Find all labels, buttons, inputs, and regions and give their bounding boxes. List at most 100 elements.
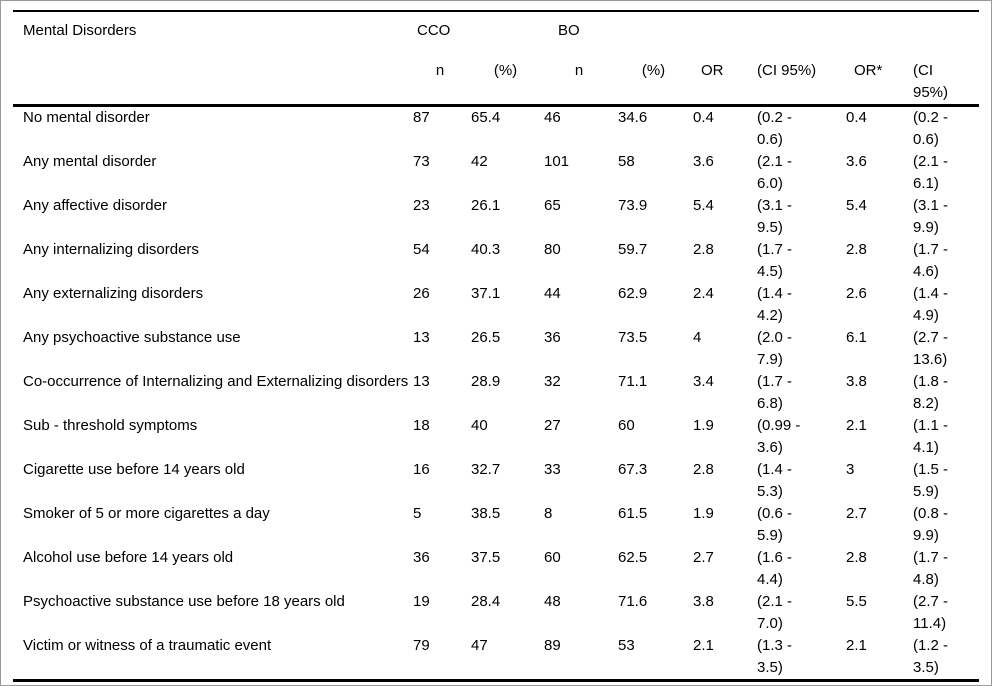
cell-bo-pct: 62.9 (618, 285, 648, 302)
row-label: Any psychoactive substance use (23, 329, 241, 346)
cell-or-adjusted: 3.6 (846, 153, 867, 170)
cell-cco-pct: 37.1 (471, 285, 501, 302)
cell-or-adjusted: 2.8 (846, 549, 867, 566)
cell-or: 5.4 (693, 197, 714, 214)
cell-ci95: (0.6 - 5.9) (757, 505, 793, 544)
cell-ci95-adjusted: (1.8 - 8.2) (913, 373, 949, 412)
cell-ci95: (2.0 - 7.9) (757, 329, 793, 368)
header-group-spacer (693, 11, 979, 50)
cell-ci95: (1.7 - 4.5) (757, 241, 793, 280)
cell-ci95-adjusted: (1.1 - 4.1) (913, 417, 949, 456)
cell-bo-pct: 53 (618, 637, 635, 654)
cell-bo-n: 89 (544, 637, 561, 654)
header-or-adjusted: OR* (846, 50, 913, 107)
cell-or: 1.9 (693, 417, 714, 434)
cell-cco-n: 54 (413, 241, 430, 258)
header-sub-row: n (%) n (%) OR (CI 95%) OR* (CI 95%) (13, 50, 979, 107)
cell-cco-n: 36 (413, 549, 430, 566)
cell-or: 2.8 (693, 241, 714, 258)
mental-disorders-table: Mental Disorders CCO BO n (%) n (%) OR (… (13, 10, 979, 682)
row-label: Psychoactive substance use before 18 yea… (23, 593, 345, 610)
cell-cco-pct: 26.1 (471, 197, 501, 214)
cell-cco-n: 23 (413, 197, 430, 214)
cell-or-adjusted: 2.6 (846, 285, 867, 302)
table-row: Psychoactive substance use before 18 yea… (13, 591, 979, 635)
header-cco-n: n (413, 50, 471, 107)
row-label: Smoker of 5 or more cigarettes a day (23, 505, 270, 522)
cell-cco-n: 79 (413, 637, 430, 654)
cell-cco-pct: 38.5 (471, 505, 501, 522)
row-label: Any mental disorder (23, 153, 157, 170)
header-ci95-adjusted: (CI 95%) (913, 50, 979, 107)
cell-or: 2.1 (693, 637, 714, 654)
cell-ci95-adjusted: (2.7 - 13.6) (913, 329, 949, 368)
cell-bo-n: 33 (544, 461, 561, 478)
cell-or: 2.7 (693, 549, 714, 566)
cell-or-adjusted: 2.1 (846, 417, 867, 434)
cell-cco-pct: 32.7 (471, 461, 501, 478)
table-row: Any mental disorder 73 42 101 58 3.6 (2.… (13, 151, 979, 195)
cell-ci95-adjusted: (0.8 - 9.9) (913, 505, 949, 544)
cell-ci95: (3.1 - 9.5) (757, 197, 793, 236)
table-header: Mental Disorders CCO BO n (%) n (%) OR (… (13, 11, 979, 107)
table-row: Any affective disorder 23 26.1 65 73.9 5… (13, 195, 979, 239)
cell-bo-pct: 34.6 (618, 109, 648, 126)
cell-ci95: (2.1 - 6.0) (757, 153, 793, 192)
cell-bo-pct: 67.3 (618, 461, 648, 478)
table-row: Victim or witness of a traumatic event 7… (13, 635, 979, 681)
cell-ci95: (2.1 - 7.0) (757, 593, 793, 632)
cell-ci95: (0.99 - 3.6) (757, 417, 801, 456)
cell-ci95-adjusted: (0.2 - 0.6) (913, 109, 949, 148)
cell-bo-n: 8 (544, 505, 553, 522)
cell-ci95: (0.2 - 0.6) (757, 109, 793, 148)
cell-bo-n: 27 (544, 417, 561, 434)
cell-bo-pct: 59.7 (618, 241, 648, 258)
cell-or-adjusted: 0.4 (846, 109, 867, 126)
cell-cco-n: 87 (413, 109, 430, 126)
cell-or: 2.8 (693, 461, 714, 478)
row-label: No mental disorder (23, 109, 150, 126)
table-row: Sub - threshold symptoms 18 40 27 60 1.9… (13, 415, 979, 459)
cell-ci95-adjusted: (1.2 - 3.5) (913, 637, 949, 676)
cell-bo-n: 60 (544, 549, 561, 566)
cell-bo-pct: 73.9 (618, 197, 648, 214)
header-group-bo: BO (558, 22, 580, 39)
cell-bo-pct: 73.5 (618, 329, 648, 346)
cell-ci95: (1.3 - 3.5) (757, 637, 793, 676)
cell-or-adjusted: 2.1 (846, 637, 867, 654)
cell-cco-n: 16 (413, 461, 430, 478)
cell-or: 3.4 (693, 373, 714, 390)
cell-cco-n: 73 (413, 153, 430, 170)
cell-bo-n: 36 (544, 329, 561, 346)
row-label: Victim or witness of a traumatic event (23, 637, 272, 654)
cell-or-adjusted: 3 (846, 461, 855, 478)
cell-bo-pct: 71.6 (618, 593, 648, 610)
table-row: No mental disorder 87 65.4 46 34.6 0.4 (… (13, 106, 979, 152)
cell-or: 2.4 (693, 285, 714, 302)
cell-cco-pct: 65.4 (471, 109, 501, 126)
cell-or-adjusted: 2.7 (846, 505, 867, 522)
cell-ci95: (1.4 - 5.3) (757, 461, 793, 500)
row-label: Alcohol use before 14 years old (23, 549, 234, 566)
cell-ci95-adjusted: (1.4 - 4.9) (913, 285, 949, 324)
cell-ci95-adjusted: (2.1 - 6.1) (913, 153, 949, 192)
cell-or: 3.8 (693, 593, 714, 610)
table-row: Any externalizing disorders 26 37.1 44 6… (13, 283, 979, 327)
cell-cco-n: 26 (413, 285, 430, 302)
header-or: OR (693, 50, 757, 107)
cell-ci95: (1.7 - 6.8) (757, 373, 793, 412)
cell-or-adjusted: 5.4 (846, 197, 867, 214)
row-label: Any externalizing disorders (23, 285, 204, 302)
cell-or-adjusted: 3.8 (846, 373, 867, 390)
cell-or-adjusted: 6.1 (846, 329, 867, 346)
cell-bo-n: 101 (544, 153, 570, 170)
cell-cco-pct: 47 (471, 637, 488, 654)
header-bo-pct: (%) (618, 50, 693, 107)
header-bo-n: n (544, 50, 618, 107)
cell-cco-pct: 28.4 (471, 593, 501, 610)
cell-ci95-adjusted: (1.7 - 4.8) (913, 549, 949, 588)
header-mental-disorders: Mental Disorders (13, 11, 413, 107)
cell-cco-pct: 40 (471, 417, 488, 434)
cell-cco-n: 18 (413, 417, 430, 434)
